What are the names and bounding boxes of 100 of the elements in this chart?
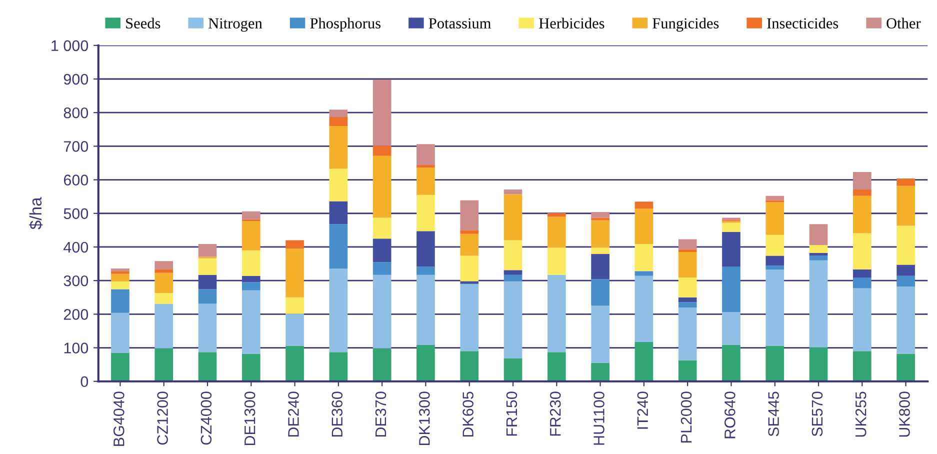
bar xyxy=(591,362,610,382)
bar xyxy=(591,218,610,220)
bar xyxy=(591,279,610,306)
bar xyxy=(460,284,479,352)
bar xyxy=(722,222,740,232)
bar xyxy=(460,230,479,234)
bar xyxy=(634,276,654,342)
bar xyxy=(416,165,435,168)
bar xyxy=(504,240,522,270)
bar xyxy=(416,344,435,382)
bar xyxy=(504,194,522,240)
bar xyxy=(896,178,915,186)
bar xyxy=(853,269,872,278)
x-tick-label: SE445 xyxy=(768,392,779,436)
y-tick-label: 100 xyxy=(64,342,88,354)
bar xyxy=(678,239,697,250)
x-tick-label: RO640 xyxy=(724,392,736,438)
bar xyxy=(154,261,174,270)
x-tick-label: DE1300 xyxy=(244,392,256,446)
bar xyxy=(853,172,872,190)
bar xyxy=(504,358,522,382)
bar xyxy=(372,146,392,156)
bar xyxy=(329,224,348,268)
y-tick-label: 700 xyxy=(64,141,88,152)
bar xyxy=(111,312,130,353)
bar xyxy=(242,354,260,382)
bar xyxy=(766,202,784,235)
bar xyxy=(111,281,130,290)
bar xyxy=(504,270,522,275)
bar xyxy=(111,271,130,274)
legend-label: Herbicides xyxy=(539,18,604,29)
y-tick-label: 900 xyxy=(64,74,88,85)
bar xyxy=(242,282,260,290)
bar xyxy=(111,274,130,282)
bar xyxy=(809,253,828,256)
legend-label: Phosphorus xyxy=(310,18,380,32)
bar xyxy=(154,293,174,304)
bar xyxy=(111,268,130,272)
x-tick-label: FR230 xyxy=(550,392,561,436)
bar xyxy=(198,258,217,275)
x-tick-label: DE240 xyxy=(288,392,299,437)
bar xyxy=(416,194,435,232)
legend-label: Nitrogen xyxy=(208,18,262,32)
bar xyxy=(678,302,697,308)
bar xyxy=(766,269,784,346)
bar xyxy=(329,201,348,224)
y-axis-title: $/ha xyxy=(29,197,43,230)
bar xyxy=(504,190,522,194)
bar xyxy=(460,234,479,256)
bar xyxy=(853,288,872,352)
bar xyxy=(372,262,392,275)
bar xyxy=(547,248,566,275)
y-tick-label: 800 xyxy=(64,107,88,118)
bar xyxy=(372,218,392,239)
x-tick-label: IT240 xyxy=(637,392,648,429)
x-tick-label: CZ1200 xyxy=(157,392,168,445)
bar xyxy=(329,116,348,126)
bar xyxy=(678,307,697,360)
bar xyxy=(154,304,174,348)
bar xyxy=(154,269,174,273)
bar xyxy=(416,231,435,267)
bar xyxy=(634,208,654,244)
bar xyxy=(242,290,260,354)
bar xyxy=(547,213,566,217)
legend-label: Fungicides xyxy=(652,18,719,32)
bar xyxy=(766,256,784,266)
bar xyxy=(329,268,348,352)
bar xyxy=(809,256,828,260)
bar xyxy=(634,342,654,382)
bar xyxy=(678,278,697,298)
bar xyxy=(286,297,304,314)
bar xyxy=(416,274,435,345)
y-tick-label: 500 xyxy=(64,208,88,220)
y-tick-label: 300 xyxy=(64,275,88,286)
bar xyxy=(766,346,784,382)
bar xyxy=(896,354,915,382)
bar xyxy=(460,281,479,284)
x-tick-label: CZ4000 xyxy=(200,392,212,445)
bar xyxy=(809,244,828,254)
bar xyxy=(722,344,740,382)
bar xyxy=(547,274,566,352)
x-tick-label: SE570 xyxy=(812,392,823,436)
x-tick-label: UK255 xyxy=(855,392,866,437)
bar xyxy=(198,244,217,257)
bar xyxy=(111,352,130,382)
legend-label: Seeds xyxy=(126,18,160,29)
bar xyxy=(504,281,522,359)
bar xyxy=(286,248,304,298)
bar xyxy=(547,352,566,382)
bar xyxy=(372,156,392,218)
x-tick-label: DK605 xyxy=(462,392,474,437)
bar xyxy=(198,274,217,290)
bar xyxy=(722,218,740,220)
bar xyxy=(329,110,348,117)
bar xyxy=(591,248,610,254)
bar xyxy=(198,289,217,304)
bar xyxy=(766,234,784,256)
bar xyxy=(198,352,217,382)
bar xyxy=(198,304,217,352)
bar xyxy=(896,264,915,276)
